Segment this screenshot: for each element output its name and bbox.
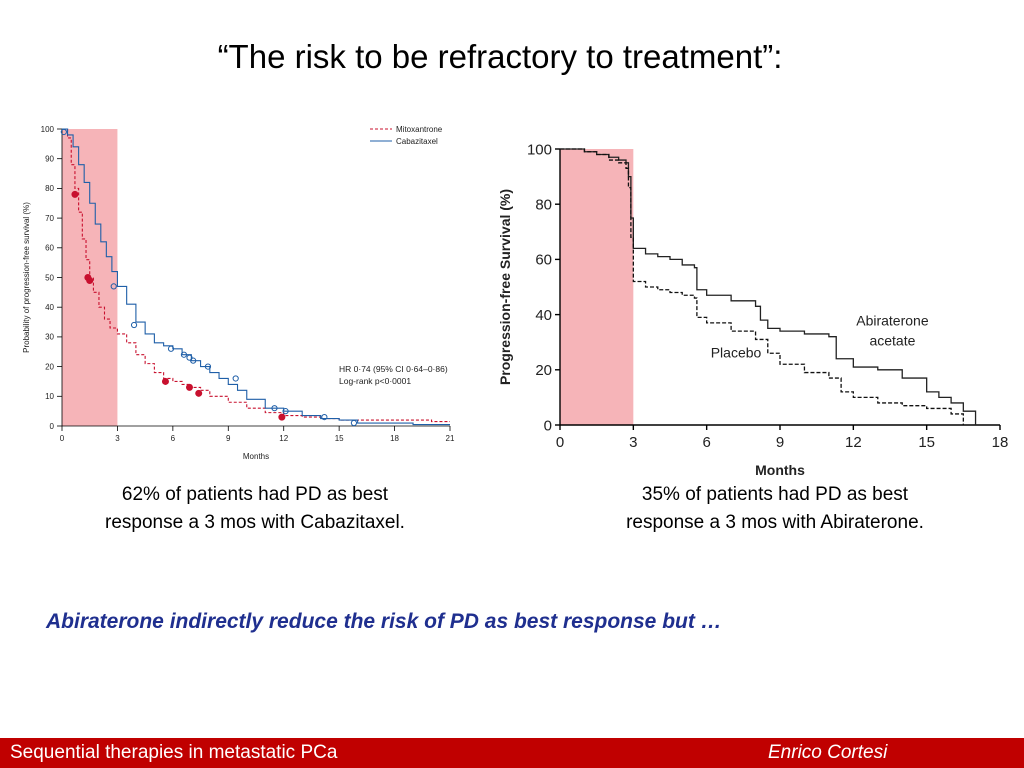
x-tick-label: 15 bbox=[335, 434, 344, 443]
y-tick-label: 30 bbox=[45, 333, 54, 342]
caption-abiraterone-line-2: response a 3 mos with Abiraterone. bbox=[626, 512, 924, 533]
x-tick-label: 9 bbox=[776, 434, 784, 451]
chart-abiraterone-pfs: 0 3 6 9 12 15 18 0 20 40 60 80 100 Months Progression-… bbox=[497, 141, 1009, 478]
y-tick-label: 60 bbox=[45, 244, 54, 253]
x-tick-label: 18 bbox=[390, 434, 399, 443]
legend-label-mitoxantrone: Mitoxantrone bbox=[396, 125, 443, 134]
series-line-mitoxantrone bbox=[62, 128, 450, 423]
y-tick-label: 100 bbox=[527, 141, 552, 158]
y-tick-label: 70 bbox=[45, 214, 54, 223]
censor-marker-cabazitaxel bbox=[167, 345, 175, 352]
series-label-placebo: Placebo bbox=[711, 344, 762, 360]
censor-marker-mitoxantrone bbox=[185, 383, 193, 391]
x-axis-label: Months bbox=[755, 462, 805, 478]
censor-marker-mitoxantrone bbox=[278, 413, 286, 421]
footer-bar: Sequential therapies in metastatic PCa E… bbox=[0, 738, 1024, 768]
stat-annotation: Log-rank p<0·0001 bbox=[339, 376, 411, 386]
caption-abiraterone: 35% of patients had PD as best response … bbox=[555, 481, 995, 537]
x-tick-label: 12 bbox=[845, 434, 862, 451]
censor-marker-mitoxantrone bbox=[195, 389, 203, 397]
x-tick-label: 3 bbox=[115, 434, 120, 443]
x-tick-label: 3 bbox=[629, 434, 637, 451]
censor-marker-cabazitaxel bbox=[271, 405, 278, 412]
series-line-abiraterone-acetate bbox=[560, 148, 977, 425]
y-tick-label: 80 bbox=[45, 184, 54, 193]
censor-marker-mitoxantrone bbox=[86, 276, 94, 284]
x-tick-label: 0 bbox=[60, 434, 65, 443]
censor-marker-mitoxantrone bbox=[161, 377, 169, 385]
x-tick-label: 6 bbox=[171, 434, 176, 443]
censor-marker-cabazitaxel bbox=[186, 354, 193, 361]
caption-cabazitaxel-line-2: response a 3 mos with Cabazitaxel. bbox=[105, 512, 405, 533]
x-tick-label: 12 bbox=[279, 434, 288, 443]
series-line-placebo bbox=[560, 148, 964, 425]
y-tick-label: 90 bbox=[45, 155, 54, 164]
conclusion-text: Abiraterone indirectly reduce the risk o… bbox=[46, 610, 722, 633]
series-label-abiraterone-acetate: Abiraterone bbox=[856, 313, 929, 329]
footer-author: Enrico Cortesi bbox=[768, 742, 888, 763]
legend-label-cabazitaxel: Cabazitaxel bbox=[396, 137, 438, 146]
y-tick-label: 20 bbox=[45, 362, 54, 371]
series-label-abiraterone-acetate: acetate bbox=[869, 333, 915, 349]
caption-cabazitaxel: 62% of patients had PD as best response … bbox=[40, 481, 470, 537]
y-tick-label: 80 bbox=[535, 196, 552, 213]
highlight-region bbox=[560, 149, 634, 425]
x-axis-label: Months bbox=[243, 452, 269, 461]
censor-marker-cabazitaxel bbox=[190, 357, 197, 364]
x-tick-label: 21 bbox=[446, 434, 455, 443]
censor-marker-cabazitaxel bbox=[130, 321, 138, 329]
censor-marker-cabazitaxel bbox=[204, 363, 212, 370]
y-tick-label: 20 bbox=[535, 362, 552, 379]
censor-marker-cabazitaxel bbox=[232, 375, 239, 382]
y-tick-label: 60 bbox=[535, 252, 552, 269]
series-line-cabazitaxel bbox=[62, 128, 450, 426]
chart-cabazitaxel-pfs: 0 3 6 9 12 15 18 21 0 10 20 30 40 50 60 70 80 90 100 Months… bbox=[22, 125, 455, 461]
censor-marker-mitoxantrone bbox=[71, 190, 79, 198]
y-tick-label: 0 bbox=[50, 422, 55, 431]
x-tick-label: 0 bbox=[556, 434, 564, 451]
censor-marker-cabazitaxel bbox=[321, 413, 328, 421]
caption-cabazitaxel-line-1: 62% of patients had PD as best bbox=[121, 484, 389, 505]
censor-marker-cabazitaxel bbox=[110, 283, 117, 290]
slide-title: “The risk to be refractory to treatment”… bbox=[217, 38, 783, 75]
censor-marker-cabazitaxel bbox=[350, 419, 358, 427]
x-tick-label: 6 bbox=[702, 434, 710, 451]
y-tick-label: 10 bbox=[45, 392, 54, 401]
y-tick-label: 50 bbox=[45, 273, 54, 282]
stat-annotation: HR 0·74 (95% CI 0·64–0·86) bbox=[339, 364, 448, 374]
y-axis-label: Progression-free Survival (%) bbox=[497, 189, 513, 385]
censor-marker-cabazitaxel bbox=[60, 128, 67, 136]
caption-abiraterone-line-1: 35% of patients had PD as best bbox=[641, 484, 909, 505]
y-tick-label: 40 bbox=[535, 307, 552, 324]
x-tick-label: 18 bbox=[992, 434, 1009, 451]
y-tick-label: 40 bbox=[45, 303, 54, 312]
y-axis-label: Probability of progression-free survival… bbox=[22, 202, 31, 353]
y-tick-label: 100 bbox=[41, 125, 55, 134]
x-tick-label: 15 bbox=[918, 434, 935, 451]
censor-marker-cabazitaxel bbox=[180, 351, 188, 358]
censor-marker-cabazitaxel bbox=[282, 408, 289, 415]
footer-presentation-title: Sequential therapies in metastatic PCa bbox=[10, 742, 338, 763]
y-tick-label: 0 bbox=[544, 417, 552, 434]
x-tick-label: 9 bbox=[226, 434, 231, 443]
